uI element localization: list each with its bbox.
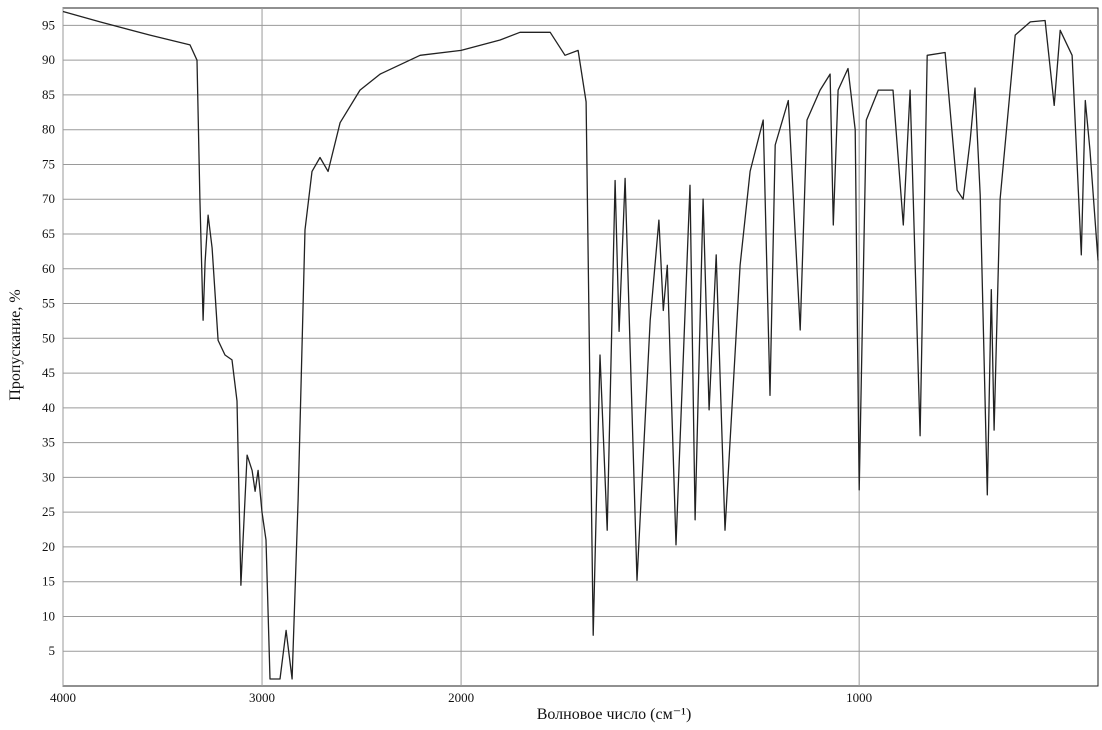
y-tick-label: 15 <box>42 574 55 589</box>
y-tick-label: 95 <box>42 17 55 32</box>
y-tick-label: 30 <box>42 469 55 484</box>
y-tick-label: 20 <box>42 539 55 554</box>
x-tick-label: 4000 <box>50 690 76 705</box>
y-tick-label: 85 <box>42 87 55 102</box>
y-tick-label: 5 <box>49 643 56 658</box>
y-tick-label: 35 <box>42 435 55 450</box>
y-tick-label: 90 <box>42 52 55 67</box>
plot-frame <box>62 7 1099 687</box>
y-tick-label: 75 <box>42 156 55 171</box>
y-tick-label: 55 <box>42 296 55 311</box>
y-tick-label: 10 <box>42 608 55 623</box>
x-axis-label: Волновое число (см⁻¹) <box>537 706 692 723</box>
y-tick-label: 25 <box>42 504 55 519</box>
y-tick-label: 60 <box>42 261 55 276</box>
x-tick-label: 3000 <box>249 690 275 705</box>
spectrum-line <box>62 10 1099 680</box>
y-tick-label: 80 <box>42 122 55 137</box>
y-tick-label: 50 <box>42 330 55 345</box>
x-tick-label: 1000 <box>846 690 872 705</box>
y-tick-label: 70 <box>42 191 55 206</box>
y-axis-label: Пропускание, % <box>7 289 24 400</box>
y-tick-label: 65 <box>42 226 55 241</box>
y-tick-label: 45 <box>42 365 55 380</box>
y-tick-label: 40 <box>42 400 55 415</box>
x-tick-label: 2000 <box>448 690 474 705</box>
